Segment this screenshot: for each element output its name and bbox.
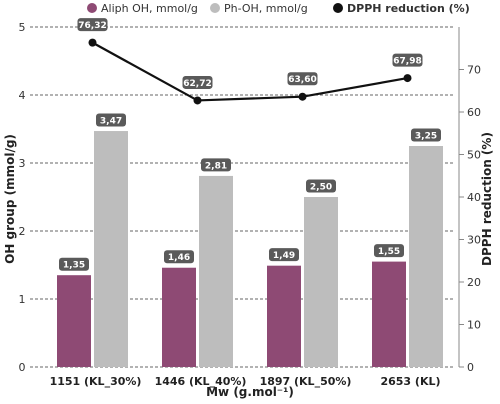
y2-tick-label: 10 (467, 319, 481, 332)
bar-value-label: 2,81 (205, 161, 227, 171)
legend-marker (333, 3, 343, 13)
x-tick-label: 1897 (KL_50%) (260, 375, 352, 388)
legend-label: Ph-OH, mmol/g (224, 2, 308, 15)
dpph-value-label-bg (392, 53, 423, 67)
ph-oh-bar (304, 197, 338, 367)
y-tick-label: 5 (19, 21, 26, 34)
dpph-point (403, 74, 412, 83)
ph-oh-bar (94, 131, 128, 367)
bar-value-label: 1,35 (63, 261, 85, 271)
bar-value-label: 1,49 (273, 251, 295, 261)
bar-value-label: 3,47 (100, 117, 122, 127)
bar-value-label-bg (269, 248, 299, 262)
y-tick-label: 4 (19, 89, 26, 102)
legend-label: DPPH reduction (%) (347, 2, 470, 15)
y-tick-label: 2 (19, 225, 26, 238)
dpph-line (91, 41, 408, 102)
y2-tick-label: 20 (467, 276, 481, 289)
dpph-value-label-bg (77, 18, 108, 32)
bar-value-label-bg (411, 128, 441, 142)
bar-value-label: 1,46 (168, 253, 190, 263)
aliph-oh-bar (372, 261, 406, 367)
bar-value-label-bg (374, 244, 404, 258)
aliph-oh-bar (162, 267, 196, 367)
bar-value-label-bg (96, 113, 126, 127)
ph-oh-bar (199, 175, 233, 367)
dpph-point (88, 38, 97, 47)
ph-oh-bar (409, 146, 443, 367)
y-tick-label: 3 (19, 157, 26, 170)
dpph-value-label: 76,32 (78, 21, 106, 31)
y2-tick-label: 40 (467, 191, 481, 204)
x-tick-label: 2653 (KL) (380, 375, 440, 388)
bar-value-label: 1,55 (378, 247, 400, 257)
dpph-value-label-bg (287, 72, 318, 86)
bar-value-label: 3,25 (415, 132, 437, 142)
dpph-point (298, 92, 307, 101)
y2-axis-title: DPPH reduction (%) (480, 132, 494, 266)
dpph-value-label-bg (182, 75, 213, 89)
bar-value-label: 2,50 (310, 183, 332, 193)
bar-value-label-bg (164, 250, 194, 264)
x-tick-label: 1151 (KL_30%) (50, 375, 142, 388)
y-tick-label: 1 (19, 293, 26, 306)
dpph-value-label: 62,72 (183, 79, 211, 89)
dpph-value-label: 67,98 (393, 57, 421, 67)
y2-tick-label: 60 (467, 106, 481, 119)
y2-tick-label: 70 (467, 64, 481, 77)
x-axis-title: Mw (g.mol⁻¹) (206, 385, 294, 399)
aliph-oh-bar (57, 275, 91, 367)
y2-tick-label: 30 (467, 234, 481, 247)
y-tick-label: 0 (19, 361, 26, 374)
x-tick-label: 1446 (KL_40%) (155, 375, 247, 388)
legend-marker (210, 3, 220, 13)
aliph-oh-bar (267, 265, 301, 367)
dpph-value-label: 63,60 (288, 75, 316, 85)
y2-tick-label: 0 (467, 361, 474, 374)
bar-value-label-bg (59, 257, 89, 271)
y-axis-title: OH group (mmol/g) (3, 134, 17, 264)
legend-marker (87, 3, 97, 13)
bar-value-label-bg (306, 179, 336, 193)
dpph-point (193, 96, 202, 105)
legend-label: Aliph OH, mmol/g (101, 2, 198, 15)
bar-value-label-bg (201, 158, 231, 172)
y2-tick-label: 50 (467, 149, 481, 162)
